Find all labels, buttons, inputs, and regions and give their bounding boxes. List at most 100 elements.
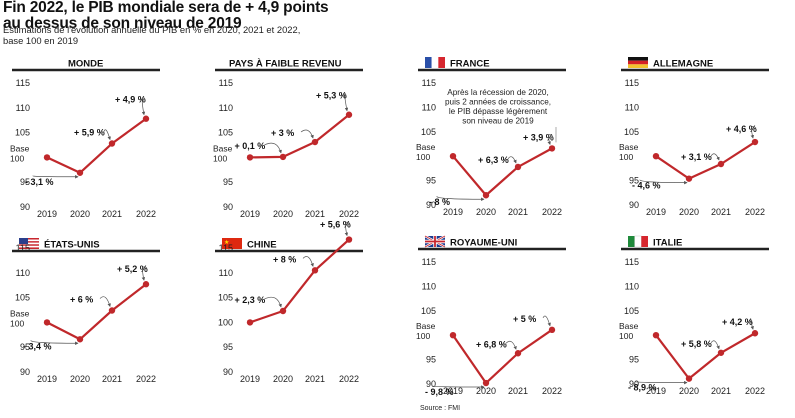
flag-stripe (19, 238, 39, 240)
data-point (548, 145, 556, 152)
change-arrow (547, 134, 554, 145)
y-tick-label: 105 (421, 306, 436, 316)
x-tick-label: 2019 (646, 386, 666, 396)
change-label: - 8 % (429, 197, 450, 207)
base-label-value: 100 (213, 153, 227, 163)
y-tick-label: 105 (218, 293, 233, 303)
x-tick-label: 2022 (339, 374, 359, 384)
chart-panel-chine: ★ CHINE 90 95 100 105 110 115 2019 2020 2021 2022 + … (215, 220, 363, 384)
x-tick-label: 2021 (102, 209, 122, 219)
y-tick-label: 90 (223, 202, 233, 212)
flag-stripe (425, 57, 432, 68)
data-point (751, 138, 759, 146)
flag-stripe (19, 241, 39, 243)
change-label: + 5 % (513, 314, 536, 324)
data-point (652, 153, 660, 160)
y-tick-label: 110 (422, 102, 436, 112)
page-title: Fin 2022, le PIB mondiale sera de + 4,9 … (3, 0, 423, 32)
flag-stripe (628, 236, 635, 247)
annotation-line: puis 2 années de croissance, (445, 98, 551, 107)
x-tick-label: 2019 (240, 209, 260, 219)
x-tick-label: 2019 (240, 374, 260, 384)
series-line (46, 283, 147, 341)
base-label-word: Base (213, 143, 233, 153)
title-line-2: au dessus de son niveau de 2019 (3, 15, 242, 32)
data-point (43, 154, 51, 161)
change-arrow (507, 156, 517, 164)
data-point (514, 350, 522, 357)
chart-title: FRANCE (450, 59, 490, 70)
change-arrow (300, 129, 314, 139)
data-point (76, 169, 84, 176)
chart-title: ALLEMAGNE (653, 59, 713, 70)
data-point (142, 281, 150, 288)
x-tick-label: 2020 (70, 209, 90, 219)
y-tick-label: 115 (422, 78, 436, 88)
change-arrow (302, 256, 314, 267)
x-tick-label: 2021 (305, 374, 325, 384)
change-arrow (103, 129, 111, 141)
x-tick-label: 2021 (711, 207, 731, 217)
x-tick-label: 2020 (476, 207, 496, 217)
change-label: + 3,1 % (681, 152, 712, 162)
data-point (751, 330, 759, 337)
flag-field (222, 238, 242, 249)
y-tick-label: 95 (426, 355, 436, 365)
series-line (249, 113, 350, 159)
x-tick-label: 2019 (443, 207, 463, 217)
y-tick-label: 110 (16, 268, 30, 278)
y-tick-label: 110 (219, 103, 233, 113)
base-label-value: 100 (619, 331, 633, 341)
data-point (449, 153, 457, 160)
y-tick-label: 110 (219, 268, 233, 278)
x-tick-label: 2022 (542, 207, 562, 217)
flag-stripe (19, 242, 39, 245)
data-point (548, 326, 556, 334)
chart-panel-pays-faible-revenu: PAYS À FAIBLE REVENU 90 95 105 110 115 Base100… (213, 59, 363, 219)
base-label-value: 100 (416, 152, 430, 162)
y-tick-label: 105 (218, 128, 233, 138)
change-arrow (505, 340, 517, 350)
y-tick-label: 110 (16, 103, 30, 113)
y-tick-label: 115 (219, 243, 233, 253)
x-tick-label: 2022 (339, 209, 359, 219)
y-tick-label: 95 (223, 342, 233, 352)
x-tick-label: 2021 (102, 374, 122, 384)
x-tick-label: 2020 (273, 209, 293, 219)
title-line-1: Fin 2022, le PIB mondiale sera de + 4,9 … (3, 0, 329, 16)
data-point (108, 140, 116, 147)
y-tick-label: 95 (629, 355, 639, 365)
y-tick-label: 105 (624, 127, 639, 137)
x-tick-label: 2022 (542, 386, 562, 396)
x-tick-label: 2020 (679, 207, 699, 217)
y-tick-label: 90 (20, 367, 30, 377)
change-arrow (710, 153, 720, 161)
page-subtitle: Estimations de l'évolution annuelle du P… (3, 24, 423, 46)
change-label: - 3,1 % (25, 177, 54, 187)
chart-title: ITALIE (653, 238, 682, 249)
series-line (249, 238, 350, 324)
change-label: + 0,1 % (235, 141, 266, 151)
change-arrow (710, 340, 720, 350)
base-label-word: Base (416, 321, 436, 331)
change-label: + 5,2 % (117, 264, 148, 274)
subtitle-line-2: base 100 en 2019 (3, 34, 79, 46)
data-point (279, 307, 287, 315)
data-point (514, 163, 522, 171)
x-tick-label: 2020 (273, 374, 293, 384)
change-label: + 6 % (70, 294, 93, 304)
x-tick-label: 2021 (508, 386, 528, 396)
annotation-line: son niveau de 2019 (462, 117, 534, 126)
base-label-value: 100 (619, 152, 633, 162)
x-tick-label: 2022 (745, 207, 765, 217)
data-point (685, 375, 693, 382)
change-label: + 5,6 % (320, 220, 351, 230)
y-tick-label: 95 (426, 176, 436, 186)
x-tick-label: 2020 (70, 374, 90, 384)
data-point (246, 154, 254, 161)
change-arrow (639, 179, 688, 185)
x-tick-label: 2020 (476, 386, 496, 396)
change-arrow (264, 296, 282, 308)
